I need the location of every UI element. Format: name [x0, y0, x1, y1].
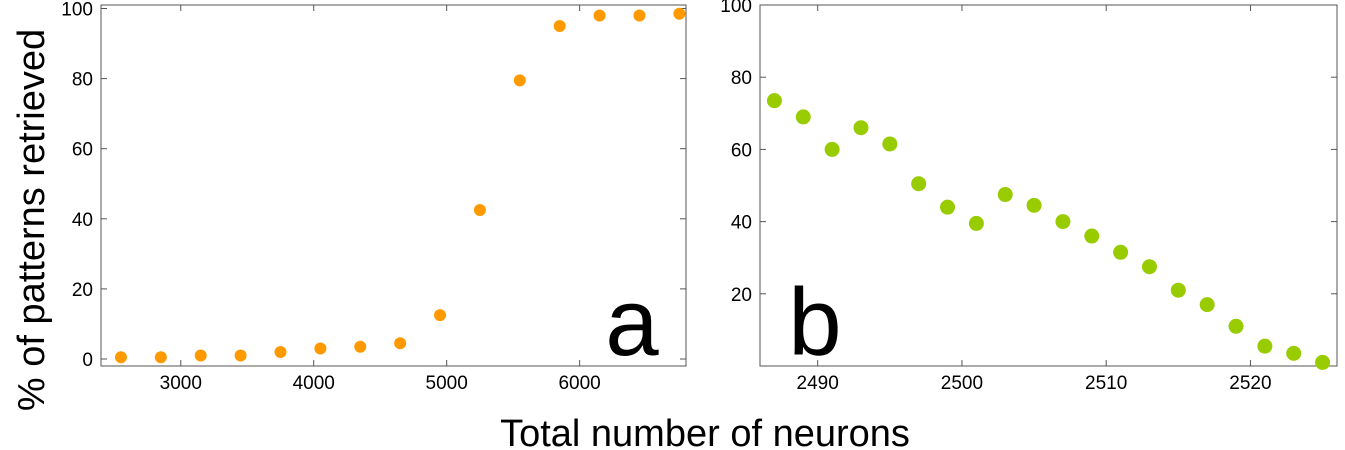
panel-label: b: [788, 269, 841, 376]
plot-frame: [100, 4, 687, 367]
y-axis-title: % of patterns retrieved: [11, 29, 53, 411]
x-tick-label: 2510: [1085, 373, 1127, 394]
y-tick-label: 20: [731, 285, 752, 306]
data-point: [1286, 345, 1302, 361]
data-point: [314, 342, 327, 355]
data-point: [114, 351, 127, 364]
data-point: [473, 204, 486, 217]
data-point: [940, 199, 956, 215]
data-point: [997, 187, 1013, 203]
panel-a-chart: 3000 4000 5000 6000 0 20 40 60 80 100 a: [61, 0, 687, 394]
data-point: [194, 349, 207, 362]
data-point: [1113, 244, 1129, 260]
data-point: [394, 337, 407, 350]
data-point: [1315, 354, 1331, 370]
data-point: [1228, 318, 1244, 334]
y-tick-label: 80: [731, 68, 752, 89]
x-axis-title: Total number of neurons: [500, 413, 910, 450]
data-point: [154, 351, 167, 364]
data-point: [882, 136, 898, 152]
data-point: [434, 309, 447, 322]
data-point: [513, 74, 526, 87]
y-tick-label: 80: [72, 70, 93, 91]
data-point: [633, 9, 646, 22]
data-point: [1257, 338, 1273, 354]
data-point: [354, 340, 367, 353]
y-tick-label: 20: [72, 280, 93, 301]
panel-b-chart: 2490 2500 2510 2520 20 40 60 80 100 b: [720, 0, 1338, 394]
panel-label: a: [605, 269, 659, 376]
plot-frame: [759, 4, 1338, 367]
data-point: [673, 7, 686, 20]
y-tick-label: 100: [720, 0, 752, 17]
y-tick-label: 0: [82, 350, 93, 371]
data-point: [1199, 297, 1215, 313]
data-point: [968, 215, 984, 231]
data-point: [824, 141, 840, 157]
y-tick-label: 60: [72, 140, 93, 161]
x-tick-label: 4000: [293, 373, 335, 394]
data-point: [911, 176, 927, 192]
data-point: [1084, 228, 1100, 244]
data-point: [593, 9, 606, 22]
data-point: [234, 349, 247, 362]
x-tick-label: 2500: [941, 373, 983, 394]
x-tick-label: 6000: [558, 373, 600, 394]
x-tick-label: 2490: [797, 373, 839, 394]
data-point: [1141, 259, 1157, 275]
data-point: [1055, 214, 1071, 230]
y-tick-label: 40: [731, 213, 752, 234]
y-tick-label: 40: [72, 210, 93, 231]
data-point: [853, 120, 869, 136]
x-tick-label: 3000: [160, 373, 202, 394]
x-tick-label: 5000: [426, 373, 468, 394]
x-tick-label: 2520: [1229, 373, 1271, 394]
data-point: [553, 20, 566, 33]
y-tick-label: 100: [61, 0, 93, 21]
data-point: [274, 345, 287, 358]
y-tick-label: 60: [731, 140, 752, 161]
data-point: [1026, 197, 1042, 213]
data-point: [1170, 282, 1186, 298]
data-point: [795, 109, 811, 125]
data-point: [766, 93, 782, 109]
